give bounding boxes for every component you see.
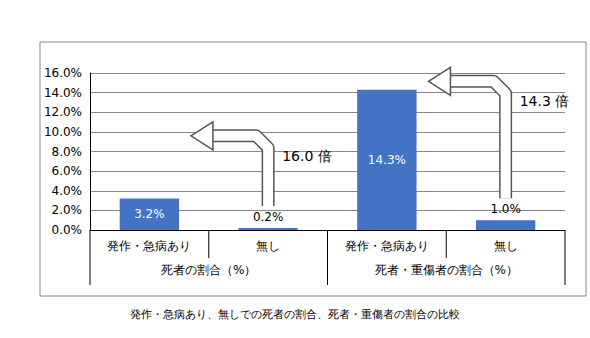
svg-text:16.0 倍: 16.0 倍 xyxy=(282,148,332,164)
svg-text:無し: 無し xyxy=(256,239,280,253)
svg-text:14.3%: 14.3% xyxy=(368,153,406,167)
svg-text:発作・急病あり、無しでの死者の割合、死者・重傷者の割合の比較: 発作・急病あり、無しでの死者の割合、死者・重傷者の割合の比較 xyxy=(130,308,460,321)
svg-text:3.2%: 3.2% xyxy=(134,207,165,221)
svg-text:死者の割合（%）: 死者の割合（%） xyxy=(161,263,256,277)
svg-text:14.0%: 14.0% xyxy=(44,86,82,100)
svg-text:10.0%: 10.0% xyxy=(44,125,82,139)
svg-text:発作・急病あり: 発作・急病あり xyxy=(345,239,429,253)
svg-text:1.0%: 1.0% xyxy=(490,202,521,216)
svg-text:14.3 倍: 14.3 倍 xyxy=(520,93,570,109)
svg-text:2.0%: 2.0% xyxy=(52,203,83,217)
svg-text:発作・急病あり: 発作・急病あり xyxy=(107,239,191,253)
svg-text:16.0%: 16.0% xyxy=(44,66,82,80)
svg-text:6.0%: 6.0% xyxy=(52,164,83,178)
svg-text:4.0%: 4.0% xyxy=(52,184,83,198)
svg-text:無し: 無し xyxy=(494,239,518,253)
svg-text:0.2%: 0.2% xyxy=(253,210,284,224)
svg-text:0.0%: 0.0% xyxy=(52,223,83,237)
svg-text:8.0%: 8.0% xyxy=(52,145,83,159)
svg-text:12.0%: 12.0% xyxy=(44,105,82,119)
svg-text:死者・重傷者の割合（%）: 死者・重傷者の割合（%） xyxy=(375,263,518,277)
